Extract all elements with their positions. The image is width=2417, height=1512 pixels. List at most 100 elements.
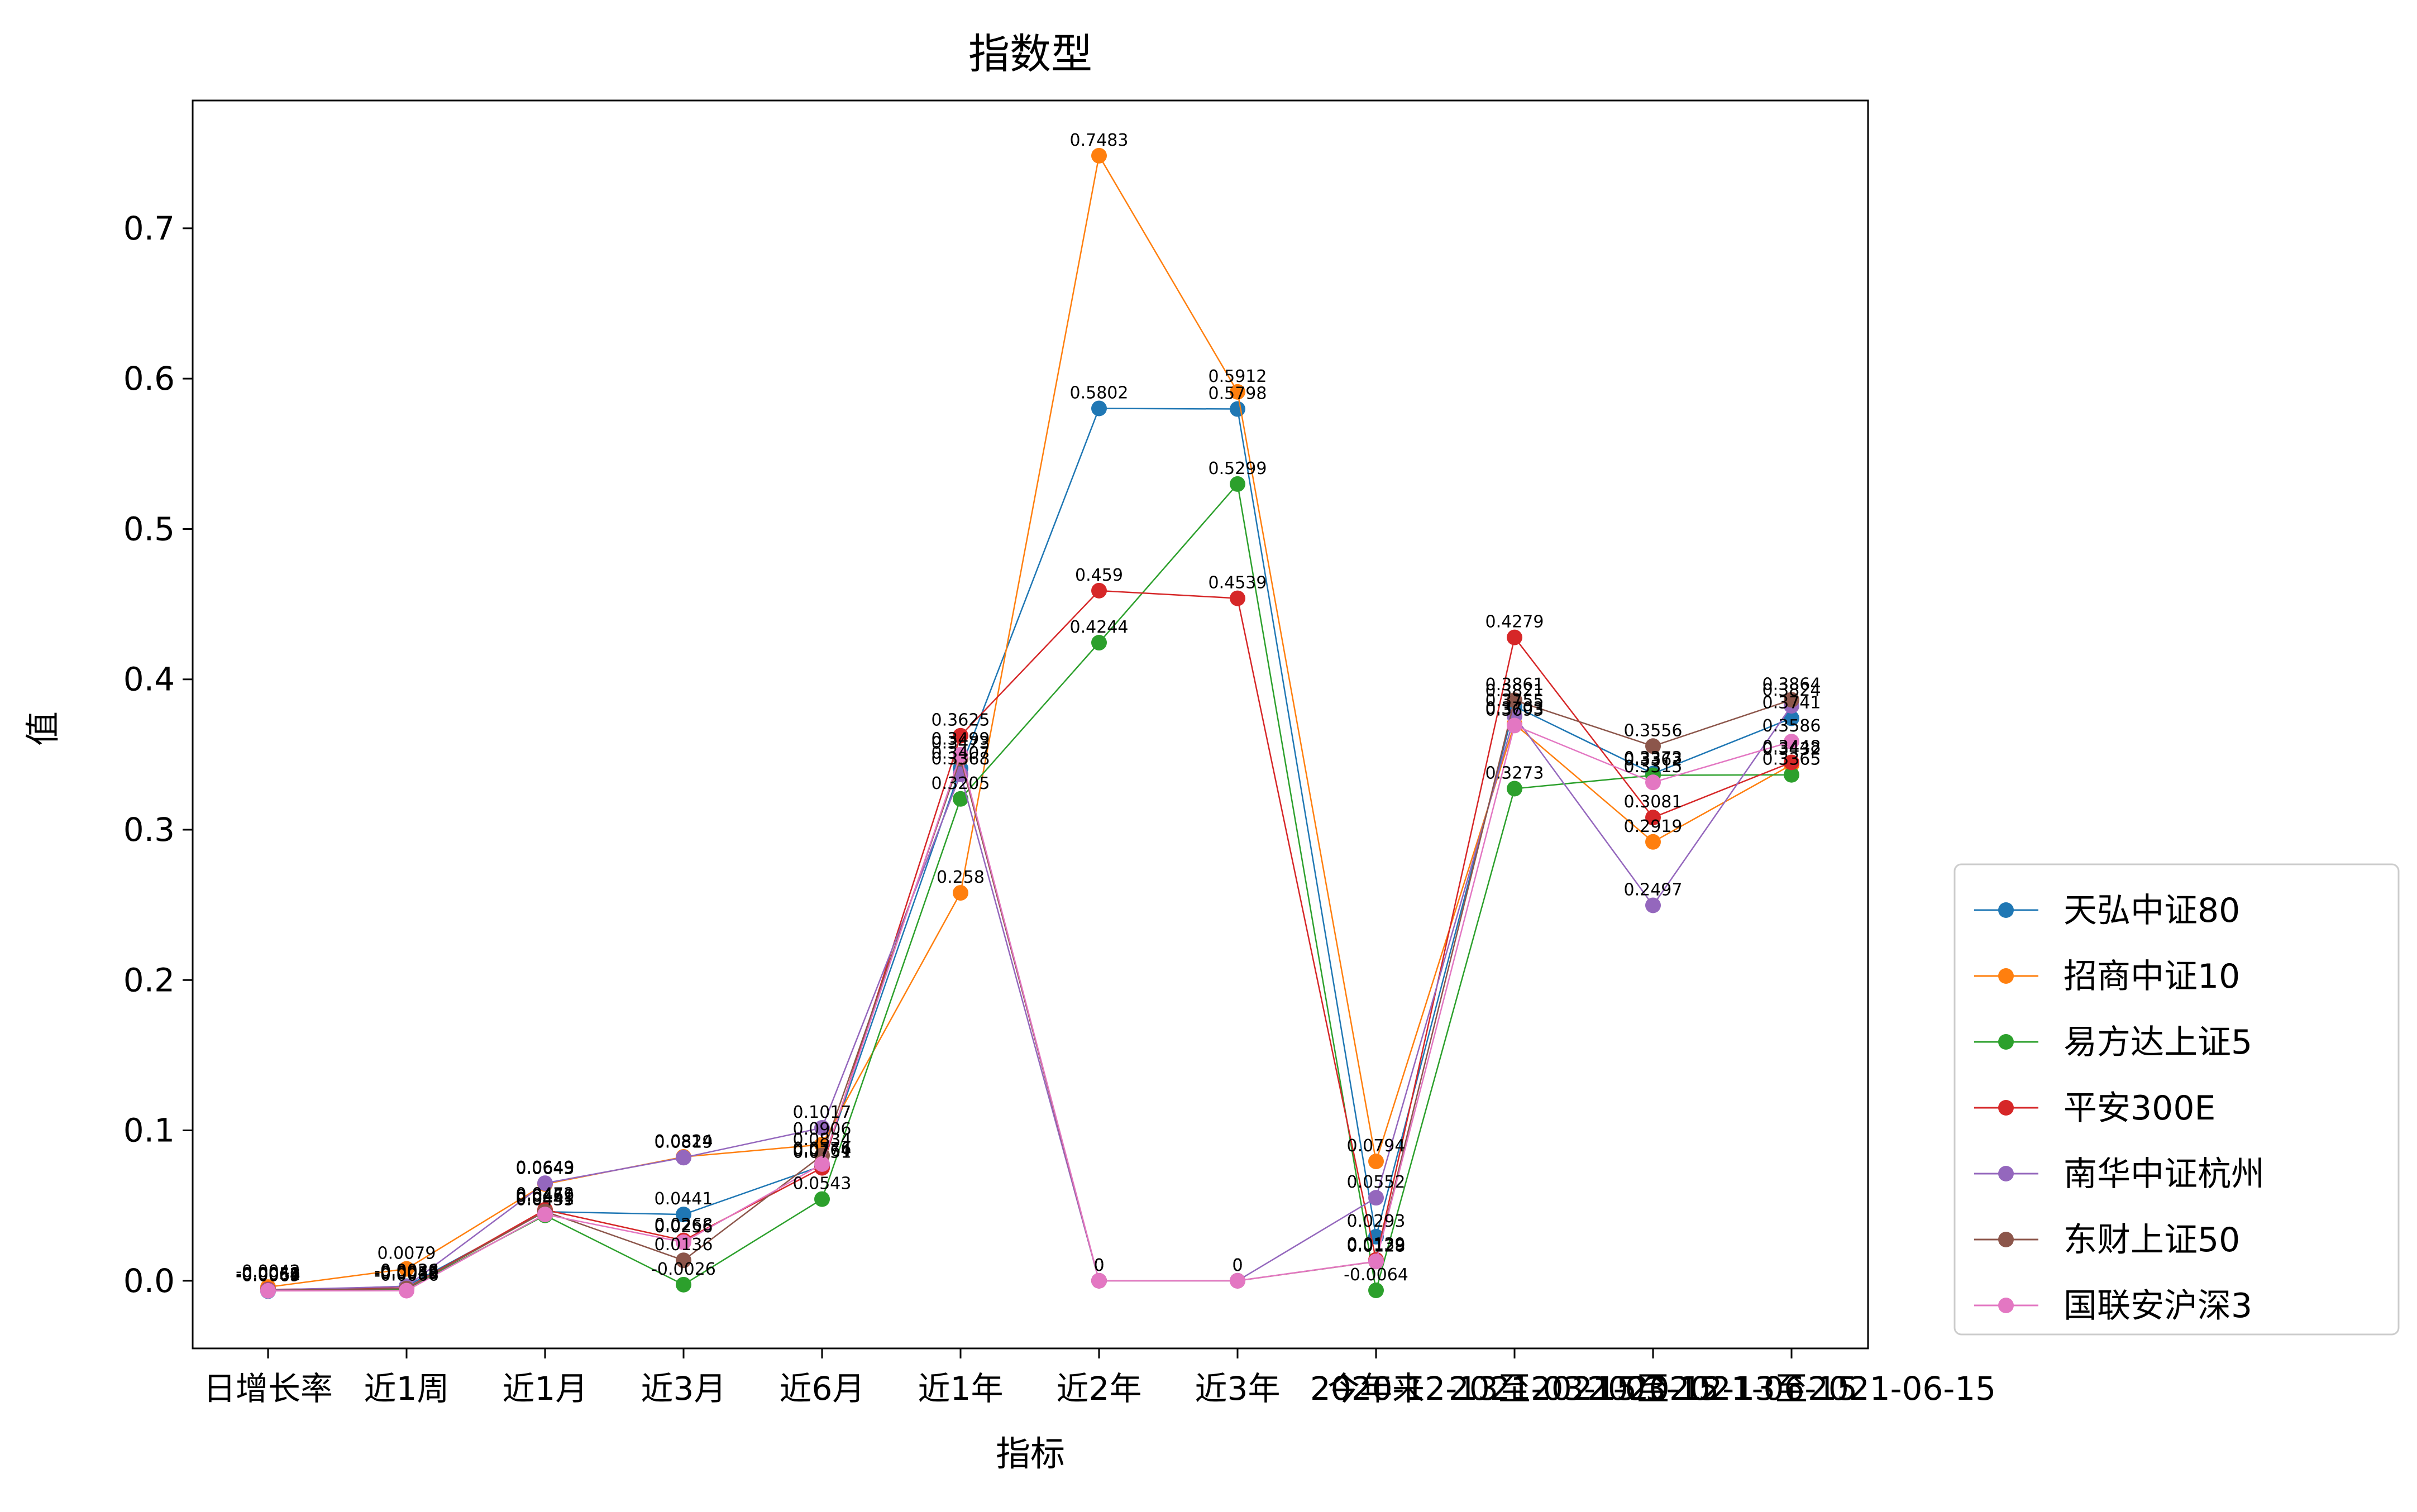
- data-label: -0.0066: [374, 1266, 439, 1285]
- data-label: 0.0461: [516, 1186, 575, 1206]
- data-label: -0.0069: [236, 1266, 300, 1285]
- legend-entry: 国联安沪深3: [2063, 1286, 2252, 1326]
- legend-marker: [1998, 968, 2014, 984]
- data-label: 0.3432: [1762, 740, 1821, 759]
- y-axis-title: 值: [22, 711, 63, 746]
- data-label: 0: [1232, 1256, 1243, 1275]
- plot-frame: [192, 99, 1869, 1350]
- data-label: 0.3315: [1624, 757, 1683, 777]
- data-label: 0.0268: [655, 1216, 713, 1235]
- data-point: [814, 1136, 830, 1152]
- series-line: [268, 705, 1793, 1291]
- data-point: [1784, 754, 1799, 771]
- data-label: 0.3273: [1485, 763, 1544, 783]
- data-label: 0.4279: [1485, 613, 1544, 632]
- data-label: -0.0064: [1344, 1265, 1408, 1285]
- x-tick-label: 近6月: [780, 1370, 865, 1408]
- data-label: 0.459: [1075, 566, 1123, 585]
- data-label: 0.1017: [793, 1103, 852, 1122]
- chart-title: 指数型: [968, 30, 1092, 78]
- data-label: 0.0643: [516, 1159, 575, 1179]
- data-label: 0.0441: [516, 1189, 575, 1209]
- data-label: 0.3824: [1762, 681, 1821, 700]
- data-label: 0.258: [937, 868, 985, 887]
- x-tick-label: 2020-12-13至2021-06-15: [1587, 1370, 1996, 1408]
- x-tick-label: 近1月: [503, 1370, 588, 1408]
- data-label: 0.2497: [1624, 880, 1683, 899]
- data-label: 0.0129: [1347, 1236, 1406, 1256]
- x-tick-label: 近3月: [641, 1370, 727, 1408]
- data-label: 0.0794: [1347, 1136, 1406, 1156]
- series-line: [268, 590, 1792, 1290]
- legend-entry: 平安300E: [2063, 1089, 2215, 1128]
- data-point: [1091, 582, 1107, 599]
- data-label: 0.3864: [1762, 674, 1821, 694]
- data-label: -0.0064: [236, 1265, 300, 1285]
- data-point: [953, 728, 968, 744]
- data-point: [1368, 1190, 1384, 1206]
- data-point: [1507, 629, 1522, 645]
- data-point: [1230, 401, 1245, 417]
- data-point: [814, 1119, 830, 1136]
- data-label: 0.3703: [1485, 699, 1544, 719]
- data-label: 0.3448: [1762, 737, 1821, 757]
- data-point: [1784, 692, 1799, 708]
- data-point: [399, 1261, 414, 1277]
- data-point: [1230, 476, 1245, 492]
- data-point: [537, 1175, 553, 1192]
- data-label: 0.3821: [1485, 681, 1544, 701]
- data-label: 0.5299: [1208, 459, 1267, 479]
- data-label: 0.0256: [655, 1217, 713, 1237]
- data-label: 0: [1093, 1256, 1104, 1275]
- data-label: 0.0543: [793, 1174, 852, 1194]
- legend-marker: [1998, 1166, 2014, 1181]
- legend-entry: 易方达上证5: [2063, 1023, 2252, 1062]
- data-label: 0.0906: [793, 1119, 852, 1139]
- data-label: -0.0058: [236, 1264, 300, 1284]
- data-label: 0.0751: [793, 1143, 852, 1162]
- data-point: [676, 1207, 691, 1223]
- data-point: [1091, 400, 1107, 417]
- data-point: [1230, 384, 1245, 400]
- data-point: [676, 1276, 691, 1293]
- data-label: 0.0824: [655, 1132, 713, 1151]
- data-point: [1784, 734, 1799, 750]
- data-point: [1645, 810, 1661, 826]
- x-tick-label: 2020-12-13至2021-03-15: [1310, 1370, 1719, 1408]
- data-label: -0.0036: [374, 1261, 439, 1281]
- data-label: 0.3755: [1485, 691, 1544, 711]
- data-label: 0.2919: [1624, 817, 1683, 836]
- x-tick-label: 近1周: [364, 1370, 450, 1408]
- data-label: 0.3499: [932, 730, 990, 749]
- data-label: 0.3586: [1762, 716, 1821, 736]
- data-label: 0: [1232, 1256, 1243, 1275]
- data-label: -0.0038: [374, 1261, 439, 1281]
- legend-marker: [1998, 1298, 2014, 1313]
- data-label: 0.0435: [516, 1190, 575, 1210]
- data-label: 0.3741: [1762, 693, 1821, 712]
- data-point: [399, 1283, 414, 1299]
- legend-marker: [1998, 1100, 2014, 1116]
- data-label: 0.0472: [516, 1185, 575, 1204]
- y-tick-label: 0.5: [123, 510, 175, 548]
- y-tick-label: 0.2: [123, 961, 175, 999]
- data-point: [1507, 692, 1522, 709]
- data-label: 0.4539: [1208, 573, 1267, 593]
- data-label: 0.3556: [1624, 721, 1683, 740]
- data-label: 0: [1093, 1256, 1104, 1275]
- legend-marker: [1998, 902, 2014, 918]
- data-point: [676, 1150, 691, 1166]
- data-point: [1091, 147, 1107, 164]
- data-point: [1091, 1272, 1107, 1289]
- data-label: 0.3365: [1762, 750, 1821, 769]
- data-point: [1784, 710, 1799, 726]
- data-point: [814, 1156, 830, 1172]
- data-label: 0.3625: [932, 711, 990, 730]
- data-point: [1368, 1283, 1384, 1299]
- data-label: 0.5798: [1208, 384, 1267, 404]
- data-point: [1230, 590, 1245, 606]
- data-point: [676, 1234, 691, 1250]
- data-label: -0.0061: [236, 1265, 300, 1284]
- x-tick-label: 今年来: [1327, 1370, 1425, 1408]
- data-label: 0.0764: [793, 1141, 852, 1160]
